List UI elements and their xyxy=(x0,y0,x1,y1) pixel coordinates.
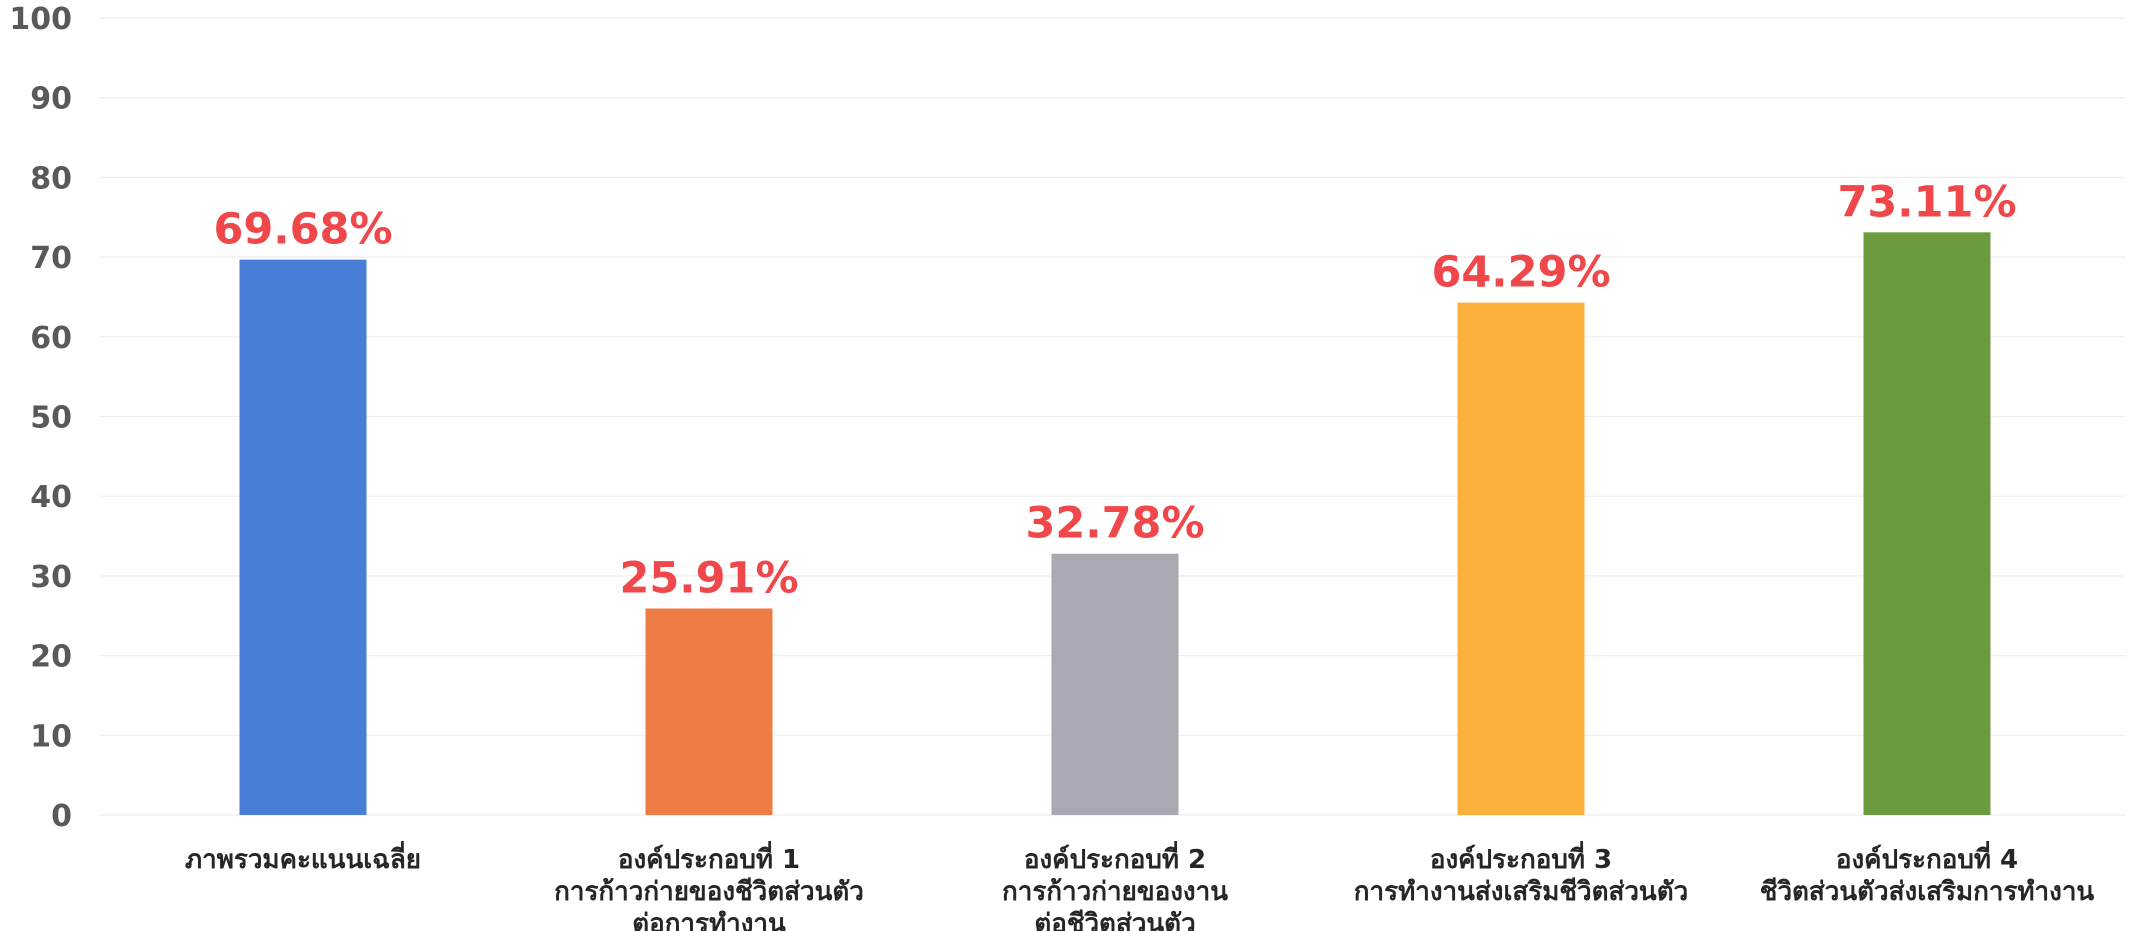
x-tick-label-line: การก้าวก่ายของชีวิตส่วนตัว xyxy=(554,877,864,907)
y-tick-label: 90 xyxy=(30,82,72,117)
y-axis-ticks: 0 10 20 30 40 50 60 70 80 90 100 xyxy=(9,2,72,834)
x-tick-label-line: ภาพรวมคะแนนเฉลี่ย xyxy=(185,840,421,875)
x-tick-label: ภาพรวมคะแนนเฉลี่ย xyxy=(185,840,421,875)
y-tick-label: 40 xyxy=(30,480,72,515)
x-axis-labels: ภาพรวมคะแนนเฉลี่ย องค์ประกอบที่ 1 การก้าวก… xyxy=(185,840,2094,931)
y-tick-label: 30 xyxy=(30,560,72,595)
data-label: 64.29% xyxy=(1431,248,1610,298)
y-tick-label: 100 xyxy=(9,2,72,37)
bar xyxy=(1457,302,1585,815)
bars xyxy=(239,232,1991,815)
data-label: 73.11% xyxy=(1837,177,2016,227)
bar xyxy=(1863,232,1991,815)
x-tick-label: องค์ประกอบที่ 3 การทำงานส่งเสริมชีวิตส่วน… xyxy=(1354,840,1688,907)
bar xyxy=(1051,553,1179,815)
y-tick-label: 0 xyxy=(51,799,72,834)
x-tick-label-line: องค์ประกอบที่ 1 xyxy=(618,840,800,875)
x-tick-label-line: การทำงานส่งเสริมชีวิตส่วนตัว xyxy=(1354,877,1688,907)
data-label: 25.91% xyxy=(619,553,798,603)
x-tick-label: องค์ประกอบที่ 2 การก้าวก่ายของงานต่อชีวิต… xyxy=(1002,840,1228,931)
x-tick-label-line: องค์ประกอบที่ 2 xyxy=(1024,840,1206,875)
x-tick-label-line: องค์ประกอบที่ 3 xyxy=(1430,840,1612,875)
bar xyxy=(645,608,773,815)
y-tick-label: 20 xyxy=(30,640,72,675)
x-tick-label-line: องค์ประกอบที่ 4 xyxy=(1836,840,2018,875)
x-tick-label-line: ต่อการทำงาน xyxy=(632,909,786,931)
x-tick-label-line: ต่อชีวิตส่วนตัว xyxy=(1034,909,1195,931)
data-label: 69.68% xyxy=(213,205,392,255)
gridlines xyxy=(100,17,2125,816)
x-tick-label: องค์ประกอบที่ 1 การก้าวก่ายของชีวิตส่วนตั… xyxy=(554,840,864,931)
x-tick-label: องค์ประกอบที่ 4 ชีวิตส่วนตัวส่งเสริมการทำ… xyxy=(1760,840,2095,907)
x-tick-label-line: ชีวิตส่วนตัวส่งเสริมการทำงาน xyxy=(1760,877,2095,907)
y-tick-label: 60 xyxy=(30,321,72,356)
y-tick-label: 10 xyxy=(30,719,72,754)
data-labels: 69.68% 25.91% 32.78% 64.29% 73.11% xyxy=(213,177,2016,603)
y-tick-label: 50 xyxy=(30,401,72,436)
bar xyxy=(239,259,367,815)
data-label: 32.78% xyxy=(1025,499,1204,549)
y-tick-label: 70 xyxy=(30,241,72,276)
x-tick-label-line: การก้าวก่ายของงาน xyxy=(1002,877,1228,907)
y-tick-label: 80 xyxy=(30,161,72,196)
